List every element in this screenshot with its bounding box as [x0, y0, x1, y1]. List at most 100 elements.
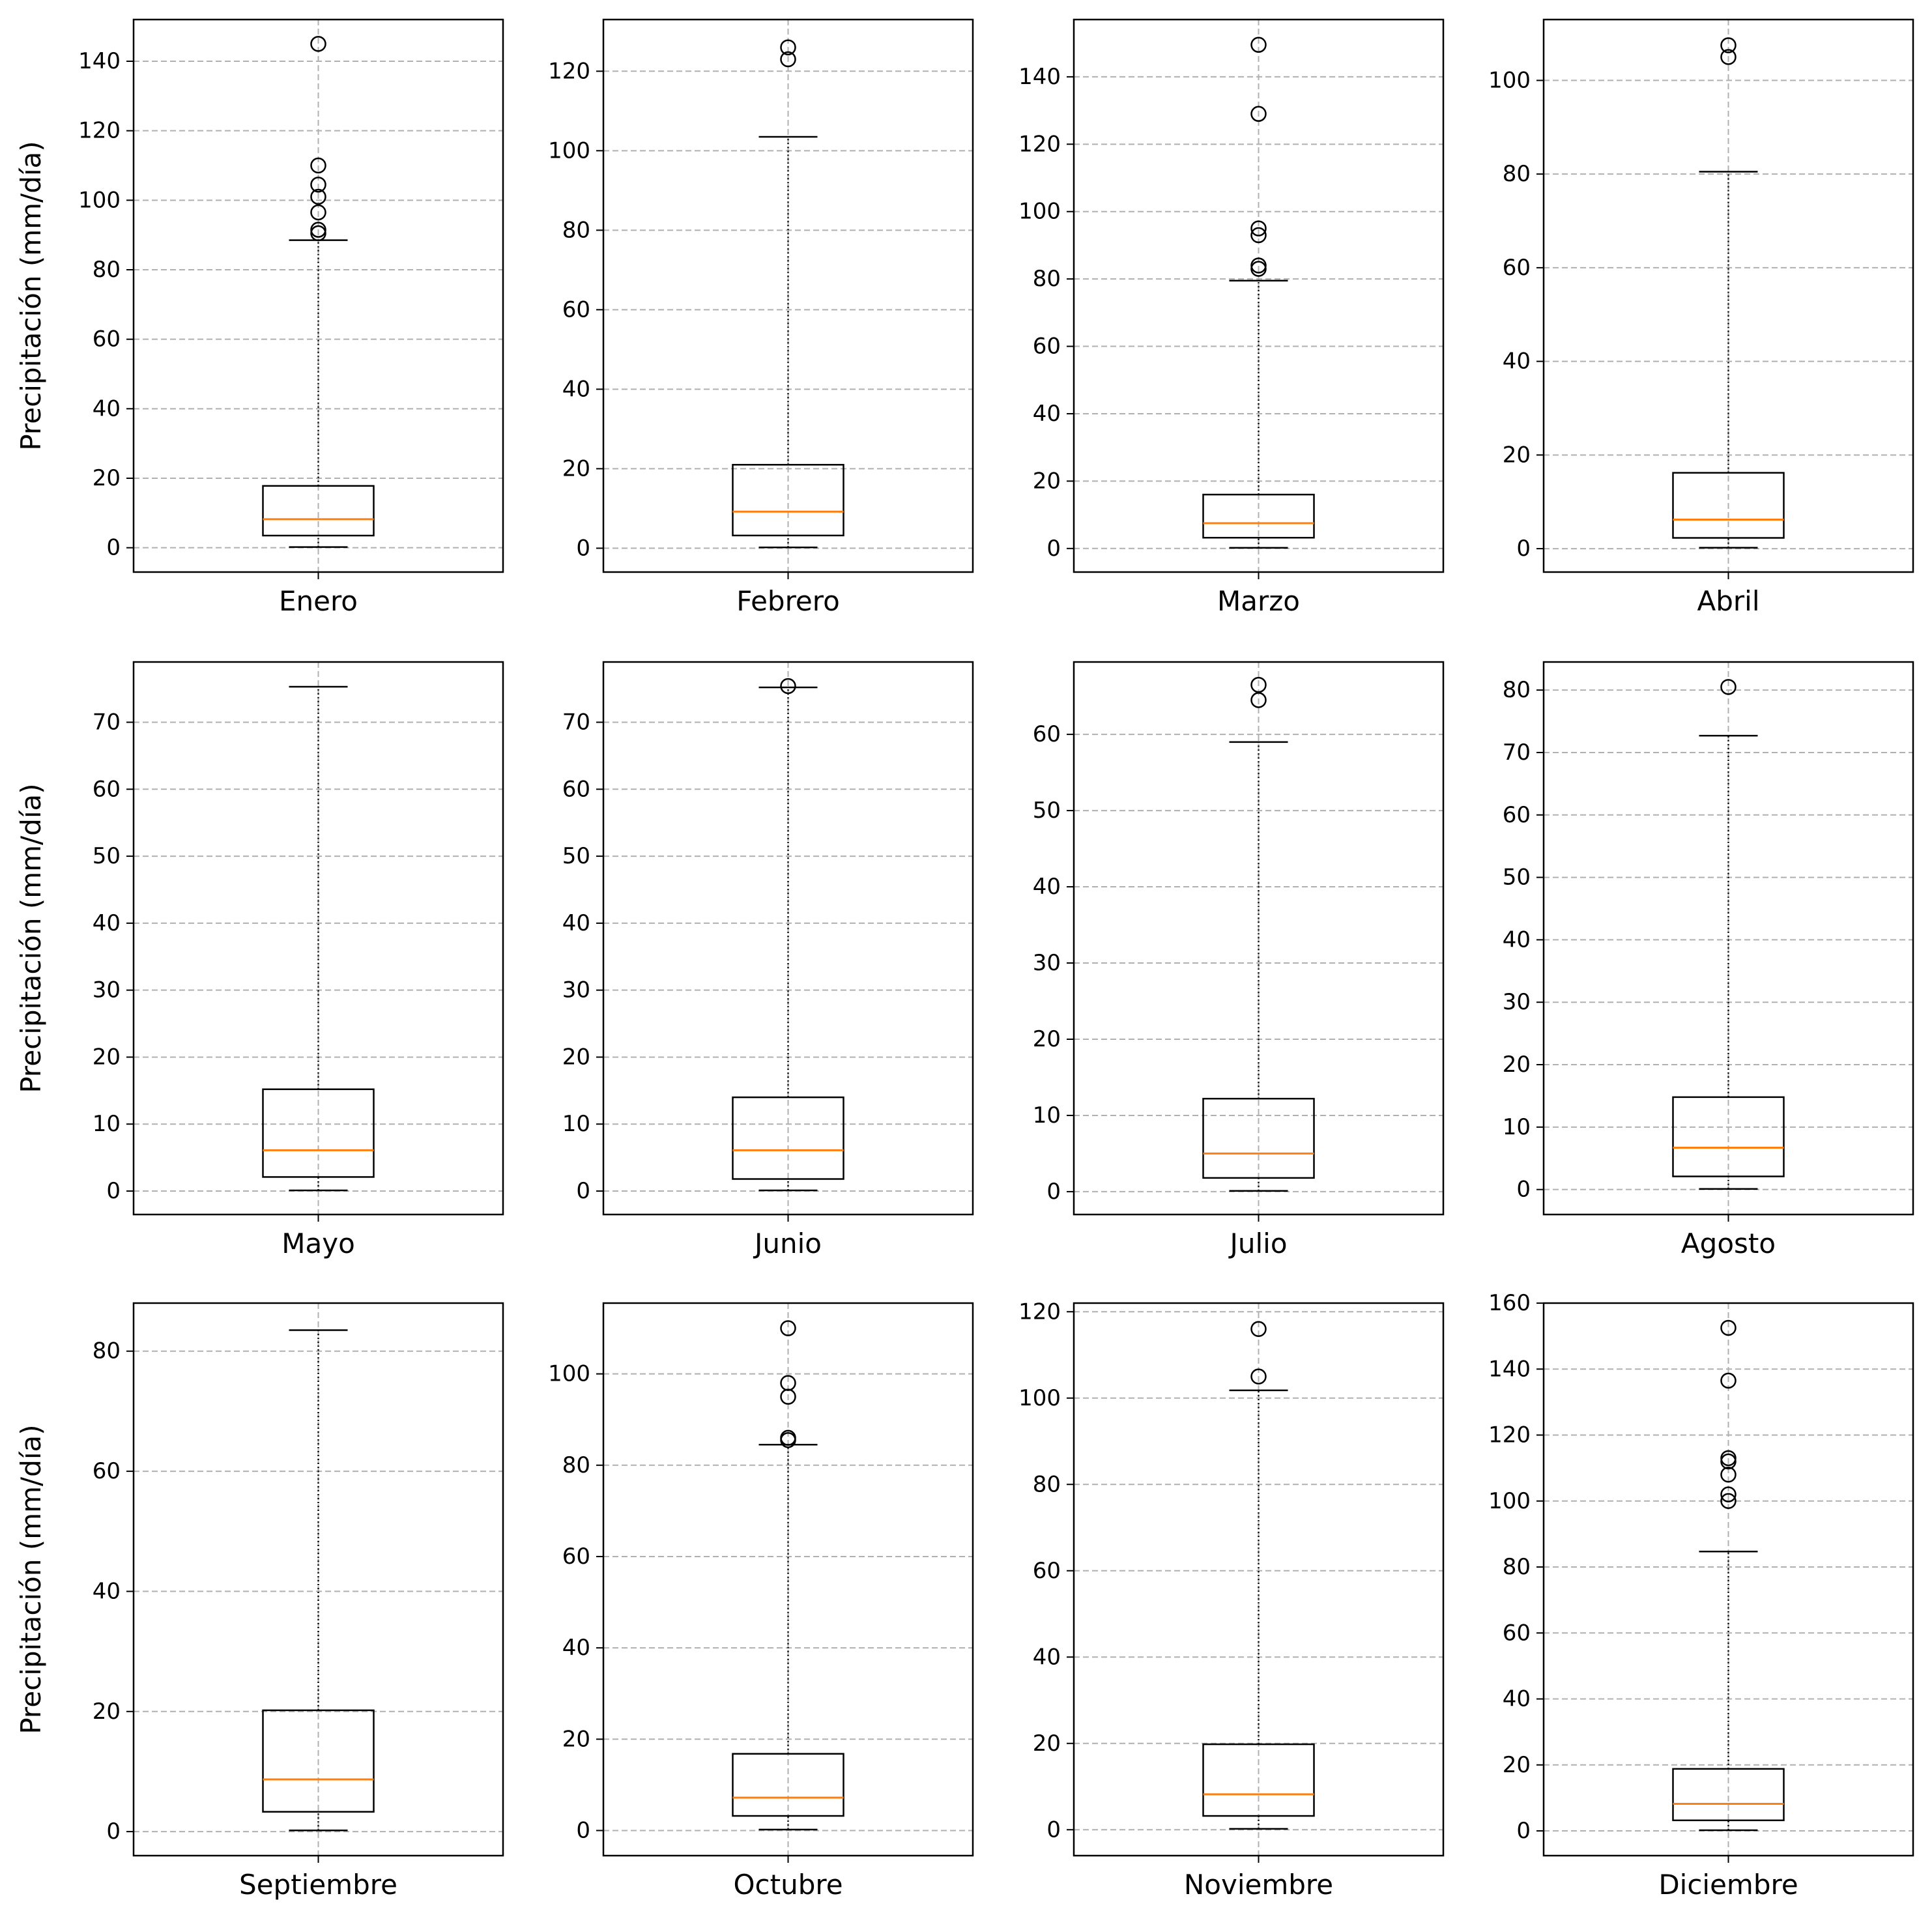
- x-tick-label-julio: Julio: [1228, 1228, 1287, 1259]
- y-tick-label: 70: [562, 710, 590, 736]
- y-tick-label: 40: [562, 1635, 590, 1661]
- y-tick-label: 0: [1516, 1177, 1531, 1203]
- y-tick-label: 0: [576, 535, 590, 561]
- y-tick-label: 0: [576, 1178, 590, 1204]
- iqr-box: [732, 1096, 844, 1180]
- y-tick-label: 50: [562, 843, 590, 869]
- x-tick-label-abril: Abril: [1697, 585, 1760, 617]
- outlier-point: [310, 157, 326, 174]
- y-tick-label: 0: [1516, 536, 1531, 562]
- y-tick-label: 120: [1488, 1422, 1531, 1448]
- subplot-marzo: 0 20 40 60 80 100 120 140 Marzo: [1018, 18, 1445, 617]
- y-tick-label: 20: [1503, 1052, 1531, 1078]
- x-tick-label-enero: Enero: [279, 585, 358, 617]
- y-tick-label: 40: [1503, 349, 1531, 375]
- x-tick-label-mayo: Mayo: [281, 1228, 355, 1259]
- y-tick-label: 160: [1488, 1290, 1531, 1316]
- y-tick-label: 100: [1018, 1385, 1061, 1411]
- subplot-junio: 0 10 20 30 40 50 60 70 Junio: [562, 661, 974, 1259]
- y-tick-label: 40: [562, 376, 590, 402]
- subplot-octubre: 0 20 40 60 80 100 Octubre: [548, 1302, 974, 1901]
- outlier-point: [1250, 676, 1267, 693]
- subplot-noviembre: 0 20 40 60 80 100 120 Noviembre: [1018, 1299, 1445, 1901]
- y-tick-label: 60: [1503, 255, 1531, 281]
- y-tick-label: 10: [1033, 1102, 1061, 1128]
- iqr-box: [262, 1088, 375, 1178]
- x-tick-label-marzo: Marzo: [1217, 585, 1300, 617]
- y-tick-label: 80: [1033, 266, 1061, 292]
- iqr-box: [732, 1753, 844, 1817]
- y-tick-label: 120: [78, 118, 121, 144]
- y-tick-label: 20: [1033, 1026, 1061, 1052]
- subplot-enero: 0 20 40 60 80 100 120 140 Enero Precipitación (mm…: [15, 18, 504, 617]
- iqr-box: [1202, 493, 1315, 539]
- y-tick-label: 80: [1033, 1471, 1061, 1497]
- outlier-point: [1720, 1450, 1737, 1467]
- subplot-mayo: 0 10 20 30 40 50 60 70 Mayo Precipitación (mm/día…: [15, 661, 504, 1259]
- subplot-abril: 0 20 40 60 80 100 Abril: [1488, 18, 1914, 617]
- y-tick-label: 80: [93, 257, 121, 283]
- outlier-point: [1250, 36, 1267, 53]
- y-tick-label: 100: [1018, 199, 1061, 225]
- y-tick-label: 10: [562, 1111, 590, 1137]
- x-tick-label-diciembre: Diciembre: [1658, 1869, 1798, 1901]
- iqr-box: [732, 464, 844, 537]
- y-tick-label: 50: [1033, 798, 1061, 824]
- outlier-point: [1250, 692, 1267, 708]
- outlier-point: [1720, 1486, 1737, 1502]
- outlier-point: [780, 39, 796, 55]
- y-tick-label: 60: [1503, 802, 1531, 828]
- y-tick-label: 30: [93, 977, 121, 1003]
- outlier-point: [780, 51, 796, 68]
- y-tick-label: 20: [562, 1044, 590, 1070]
- y-tick-label: 60: [1033, 721, 1061, 747]
- outlier-point: [1250, 1321, 1267, 1337]
- y-tick-label: 80: [1503, 677, 1531, 703]
- y-axis-label: Precipitación (mm/día): [15, 141, 47, 450]
- y-tick-label: 10: [1503, 1114, 1531, 1140]
- y-tick-label: 20: [1503, 442, 1531, 468]
- y-tick-label: 60: [1033, 1558, 1061, 1584]
- y-tick-label: 0: [106, 535, 121, 561]
- y-tick-label: 60: [1503, 1620, 1531, 1646]
- y-tick-label: 30: [1503, 989, 1531, 1015]
- y-tick-label: 0: [1046, 536, 1061, 562]
- outlier-point: [1720, 49, 1737, 65]
- y-tick-label: 0: [1046, 1179, 1061, 1205]
- y-tick-label: 140: [78, 48, 121, 74]
- y-axis-label: Precipitación (mm/día): [15, 1424, 47, 1734]
- outlier-point: [1250, 220, 1267, 237]
- outlier-point: [1720, 37, 1737, 53]
- y-tick-label: 40: [93, 1578, 121, 1604]
- subplot-julio: 0 10 20 30 40 50 60 Julio: [1033, 661, 1445, 1259]
- outlier-point: [310, 177, 326, 193]
- y-tick-label: 40: [1033, 401, 1061, 427]
- outlier-point: [1250, 106, 1267, 122]
- y-tick-label: 60: [1033, 334, 1061, 360]
- x-tick-label-noviembre: Noviembre: [1184, 1869, 1333, 1901]
- y-tick-label: 20: [1033, 468, 1061, 494]
- y-tick-label: 100: [78, 187, 121, 213]
- y-tick-label: 60: [562, 1544, 590, 1570]
- y-tick-label: 120: [548, 58, 590, 84]
- outlier-point: [780, 1430, 796, 1446]
- y-tick-label: 100: [548, 1361, 590, 1387]
- y-tick-label: 80: [1503, 1554, 1531, 1580]
- y-tick-label: 80: [562, 1452, 590, 1478]
- y-tick-label: 20: [93, 465, 121, 491]
- outlier-point: [310, 222, 326, 238]
- y-tick-label: 80: [93, 1338, 121, 1364]
- subplot-febrero: 0 20 40 60 80 100 120 Febrero: [548, 18, 974, 617]
- y-tick-label: 50: [1503, 865, 1531, 891]
- y-tick-label: 40: [93, 395, 121, 422]
- y-tick-label: 40: [1033, 874, 1061, 900]
- y-tick-label: 140: [1488, 1356, 1531, 1382]
- iqr-box: [1202, 1743, 1315, 1817]
- y-tick-label: 20: [562, 1726, 590, 1752]
- x-tick-label-junio: Junio: [753, 1228, 822, 1259]
- iqr-box: [1672, 472, 1785, 539]
- y-tick-label: 10: [93, 1111, 121, 1137]
- y-tick-label: 20: [93, 1044, 121, 1070]
- y-tick-label: 100: [548, 137, 590, 164]
